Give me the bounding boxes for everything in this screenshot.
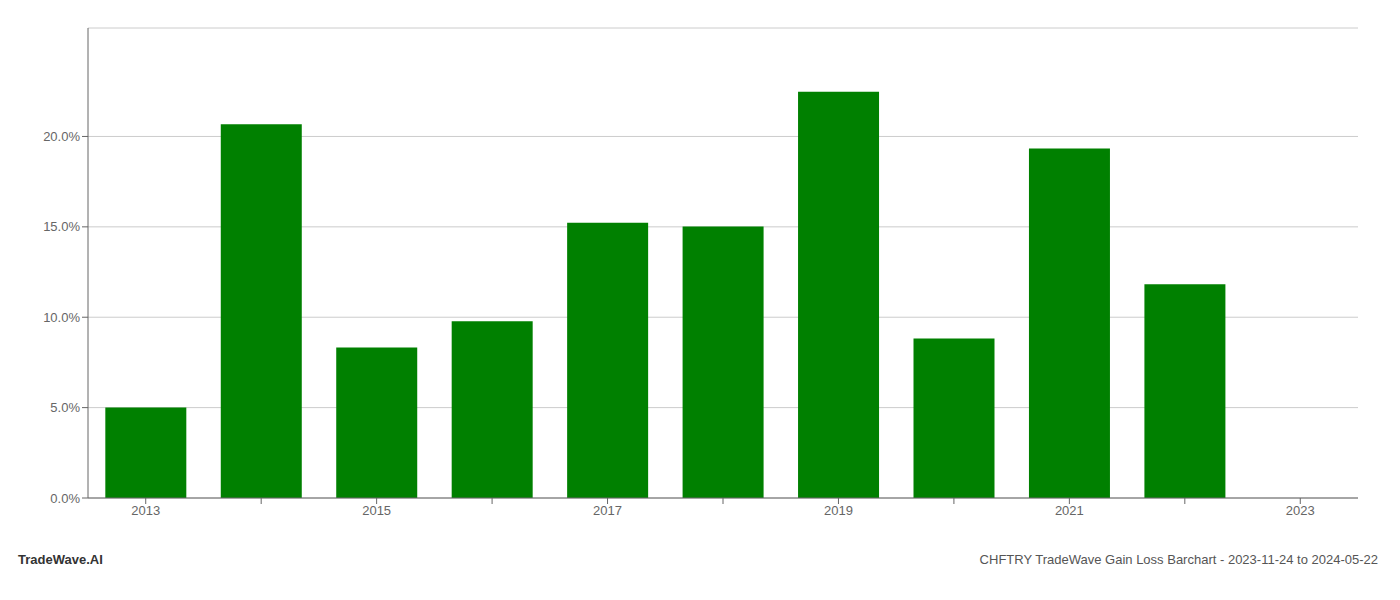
- html-text:CHFTRY TradeWave Gain Loss Bar: CHFTRY TradeWave Gain Loss Barchart - 20…: [979, 552, 1378, 567]
- svg-text:2023: 2023: [1286, 503, 1315, 518]
- svg-text:2019: 2019: [824, 503, 853, 518]
- svg-text:5.0%: 5.0%: [50, 400, 80, 415]
- svg-text:0.0%: 0.0%: [50, 491, 80, 506]
- svg-text:2013: 2013: [131, 503, 160, 518]
- svg-text:2015: 2015: [362, 503, 391, 518]
- svg-text:15.0%: 15.0%: [43, 219, 80, 234]
- svg-text:2021: 2021: [1055, 503, 1084, 518]
- svg-text:2017: 2017: [593, 503, 622, 518]
- svg-text:20.0%: 20.0%: [43, 129, 80, 144]
- html-text:TradeWave.AI: TradeWave.AI: [18, 552, 103, 567]
- svg-text:10.0%: 10.0%: [43, 310, 80, 325]
